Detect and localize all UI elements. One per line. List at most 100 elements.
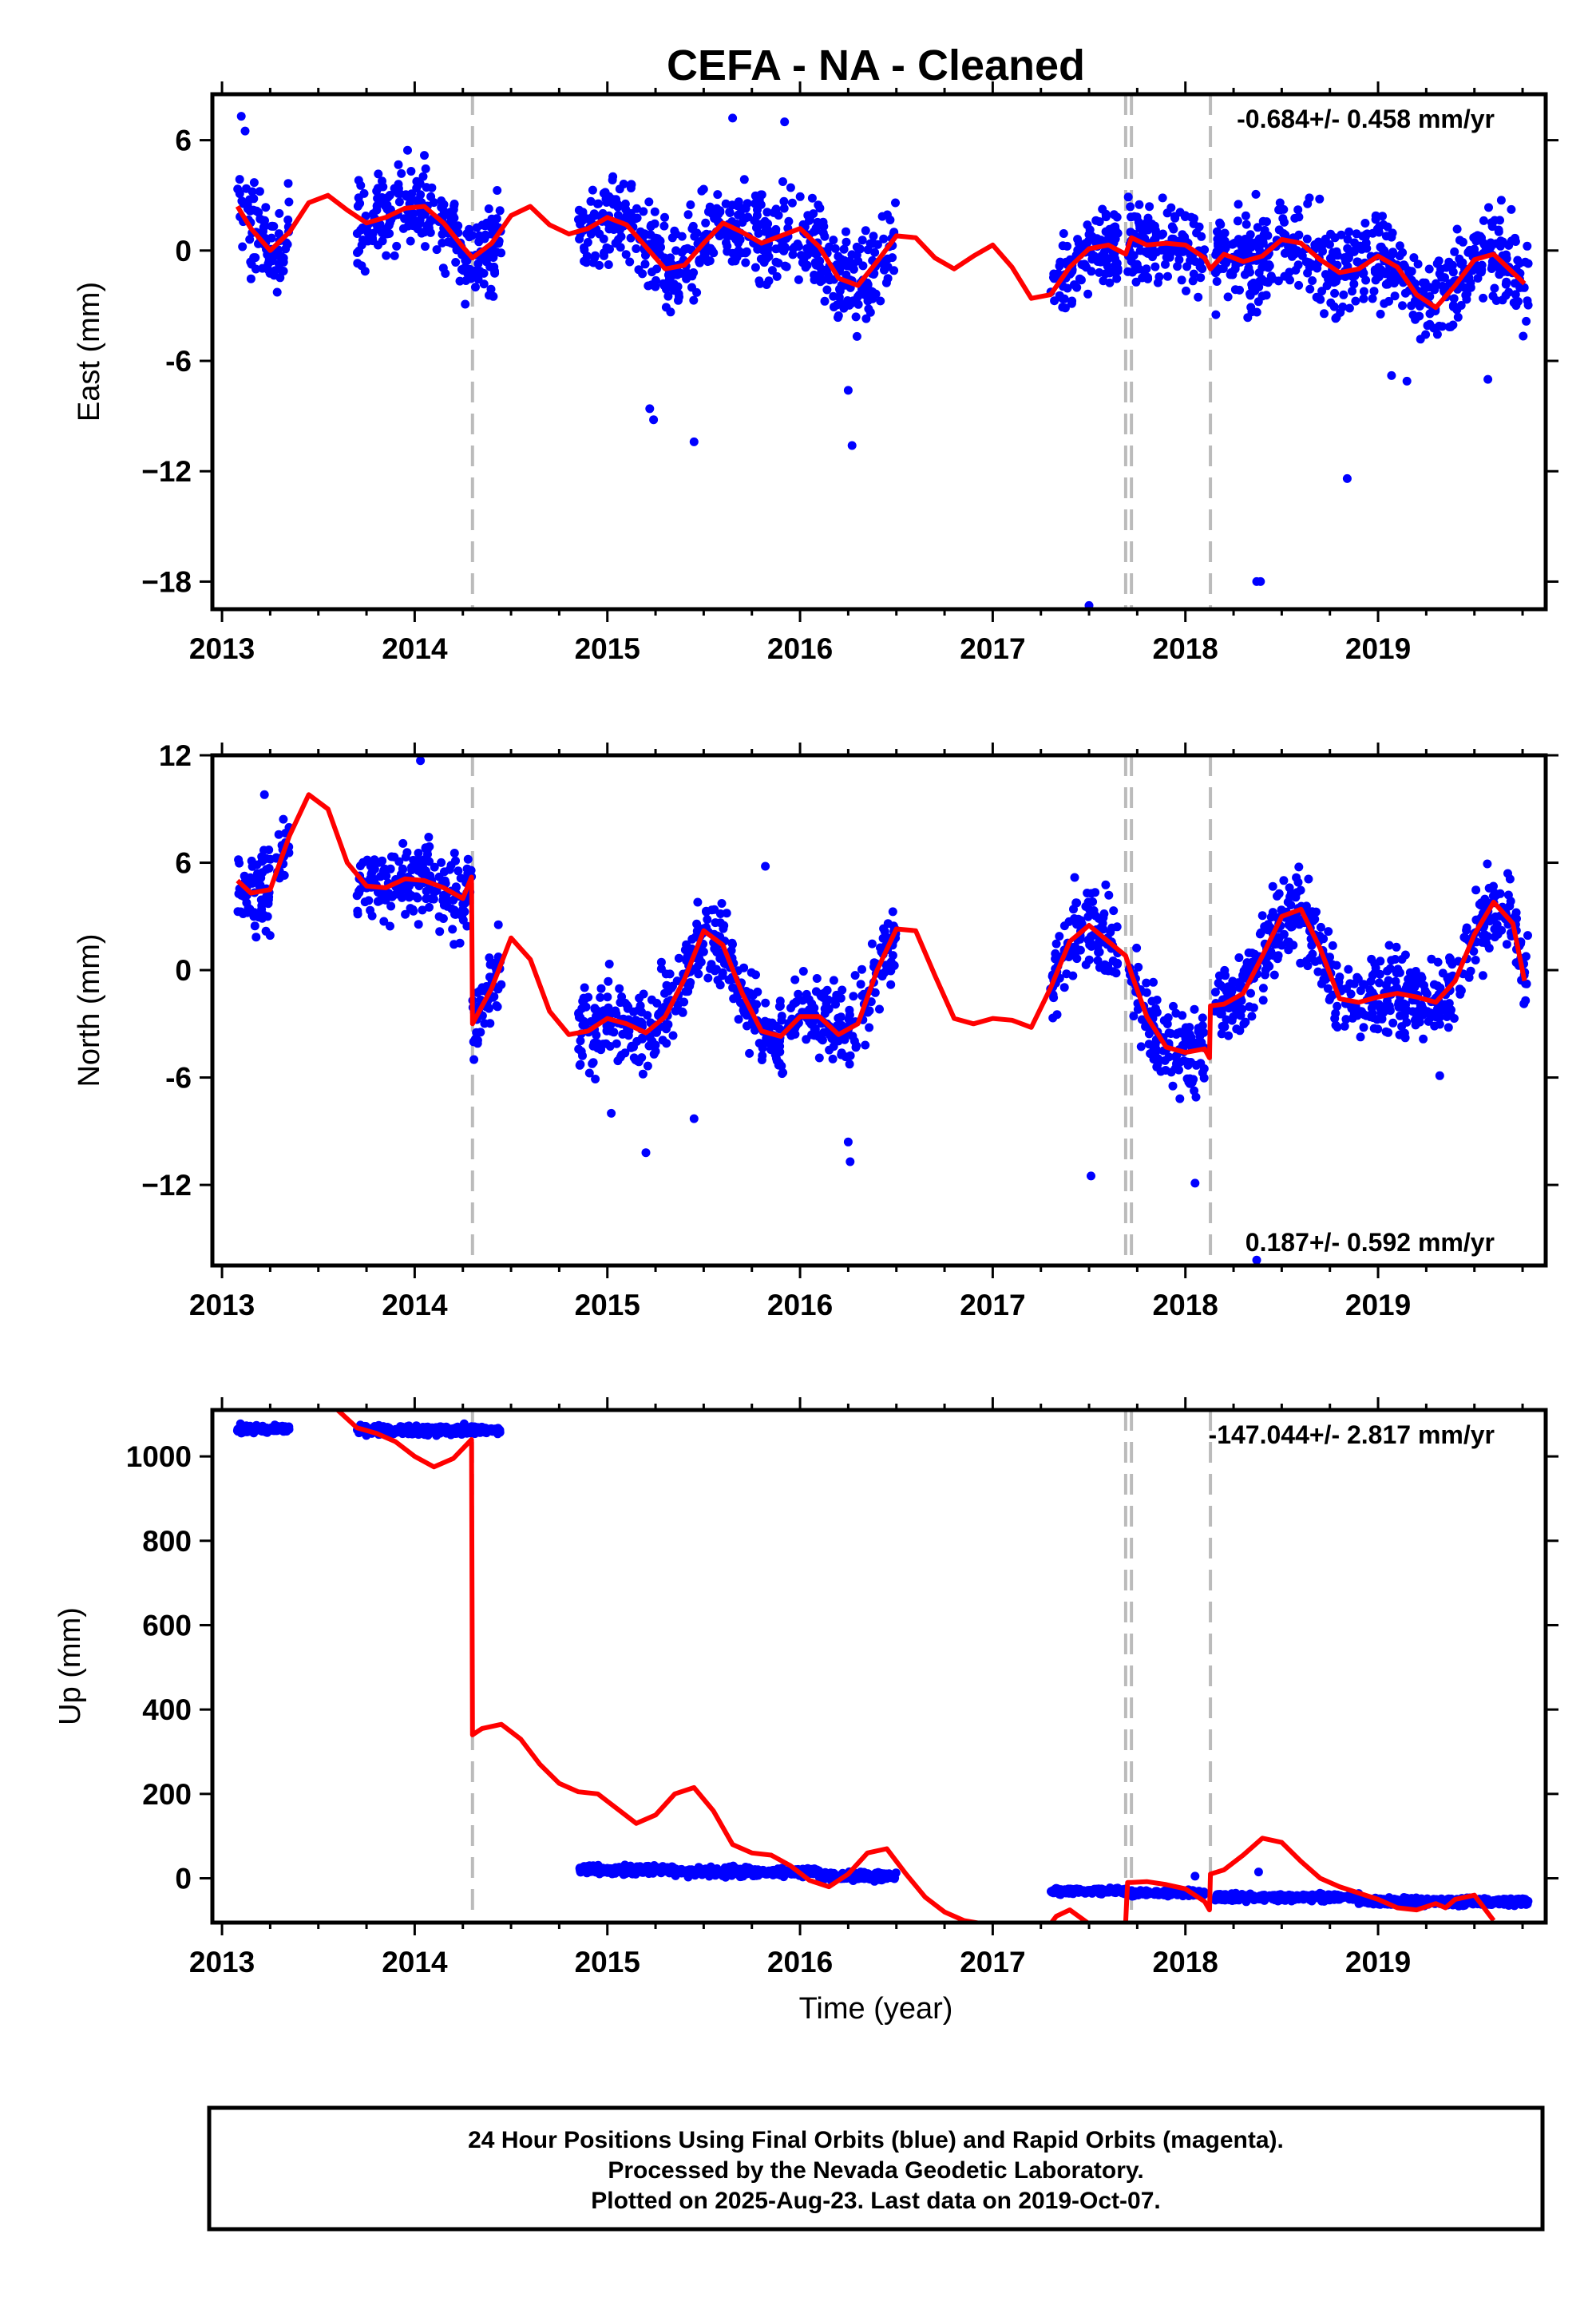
data-point <box>579 1016 588 1026</box>
data-point <box>452 1428 461 1438</box>
data-point <box>377 192 386 202</box>
data-point <box>1384 976 1393 985</box>
data-point <box>1368 971 1377 980</box>
data-point <box>656 964 666 973</box>
data-point <box>1088 897 1098 906</box>
data-point <box>713 190 723 200</box>
data-point <box>439 200 449 209</box>
data-point <box>1149 977 1158 987</box>
data-point <box>1484 203 1493 212</box>
data-point <box>1330 288 1340 298</box>
data-point <box>1334 977 1344 987</box>
data-point <box>615 984 624 993</box>
data-point <box>844 1015 853 1024</box>
data-point <box>1419 286 1428 295</box>
data-point <box>1244 265 1253 275</box>
data-point <box>1152 1008 1162 1017</box>
data-point <box>1502 277 1511 287</box>
data-point <box>814 1053 824 1063</box>
x-tick-label: 2019 <box>1345 1289 1411 1321</box>
data-point <box>612 1009 621 1019</box>
data-point <box>1214 241 1223 251</box>
data-point <box>1131 277 1141 287</box>
data-point <box>829 236 838 245</box>
data-point <box>815 256 825 266</box>
data-point <box>1142 264 1151 274</box>
data-point <box>632 213 642 223</box>
data-point <box>1317 287 1327 296</box>
data-point <box>1168 1081 1178 1091</box>
x-tick-label: 2014 <box>382 1289 448 1321</box>
data-point <box>1113 264 1123 273</box>
data-point <box>1182 286 1190 295</box>
data-point <box>731 1864 740 1873</box>
data-point <box>1211 310 1221 319</box>
data-point <box>401 909 410 919</box>
data-point <box>254 208 263 217</box>
data-point <box>1161 259 1170 269</box>
data-point <box>446 208 455 217</box>
data-point <box>1100 965 1110 975</box>
data-point <box>1049 274 1059 283</box>
data-point <box>1233 216 1242 226</box>
data-point <box>1376 1008 1386 1018</box>
data-point <box>493 984 503 994</box>
data-point <box>761 250 770 259</box>
data-point <box>410 857 420 866</box>
data-point <box>1127 212 1135 222</box>
data-point <box>248 861 257 871</box>
data-point <box>249 194 259 204</box>
data-point <box>1519 283 1529 292</box>
data-point <box>261 1424 271 1433</box>
data-point <box>235 175 244 184</box>
data-point <box>754 228 763 238</box>
data-point <box>1471 236 1481 246</box>
data-point <box>250 921 259 931</box>
data-point <box>825 1045 834 1055</box>
data-point <box>749 1866 758 1875</box>
data-point <box>461 299 470 309</box>
data-point <box>1051 954 1060 964</box>
data-point <box>422 226 431 236</box>
data-point <box>255 187 264 196</box>
data-point <box>1390 291 1400 301</box>
data-point <box>784 216 794 226</box>
data-point <box>620 199 630 208</box>
y-axis-label: North (mm) <box>73 933 106 1087</box>
data-point <box>1281 230 1290 240</box>
data-point <box>671 1006 680 1016</box>
data-point <box>1182 1057 1192 1067</box>
data-point <box>378 856 387 865</box>
data-point <box>596 984 606 993</box>
data-point <box>1375 969 1384 979</box>
data-point <box>373 897 382 906</box>
data-point <box>1487 257 1497 267</box>
data-point <box>794 275 803 284</box>
data-point <box>847 250 857 259</box>
data-point <box>1491 296 1501 305</box>
data-point <box>481 257 491 267</box>
data-point <box>782 262 791 271</box>
data-point <box>1283 897 1293 907</box>
data-point <box>1492 920 1502 929</box>
data-point <box>592 1006 602 1016</box>
data-point <box>1049 1886 1059 1895</box>
data-point <box>449 849 459 857</box>
data-point <box>845 261 854 271</box>
data-point <box>1438 1005 1447 1015</box>
data-point <box>374 169 383 179</box>
outlier-point <box>240 126 250 136</box>
data-point <box>494 1427 504 1436</box>
data-point <box>1359 287 1368 296</box>
data-point <box>1101 212 1111 222</box>
data-point <box>1190 1004 1199 1014</box>
data-point <box>583 238 592 247</box>
data-point <box>710 214 719 223</box>
data-point <box>835 263 845 273</box>
data-point <box>390 184 399 193</box>
data-point <box>1198 1013 1207 1023</box>
data-point <box>1290 213 1300 223</box>
x-tick-label: 2018 <box>1153 632 1218 665</box>
data-point <box>888 951 897 960</box>
data-point <box>1189 269 1198 279</box>
